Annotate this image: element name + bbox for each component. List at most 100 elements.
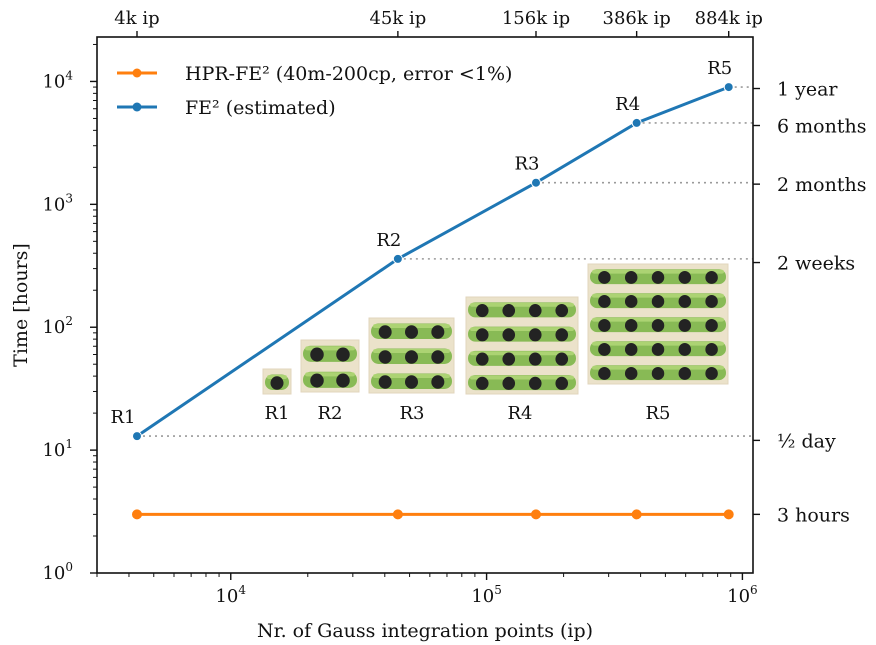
top-axis-label: 884k ip: [695, 8, 763, 29]
fiber-end: [651, 342, 665, 356]
rve-insets: R1 R2 R3 R4 R5: [262, 263, 729, 424]
fiber-end: [405, 350, 418, 364]
y-tick-label: 100: [42, 560, 73, 584]
fiber-end: [528, 352, 542, 366]
fiber-end: [705, 294, 718, 308]
legend-swatch-marker: [132, 68, 142, 78]
legend-label: HPR-FE² (40m-200cp, error <1%): [185, 63, 512, 85]
fiber-end: [475, 376, 489, 390]
rve-cell-stack: [300, 339, 360, 393]
fiber-end: [598, 318, 611, 332]
fiber-end: [475, 304, 489, 318]
data-point: [530, 509, 541, 520]
y-tick-label: 103: [42, 191, 73, 215]
data-point: [392, 509, 403, 520]
point-label: R1: [110, 407, 135, 428]
y-axis-label: Time [hours]: [10, 243, 32, 367]
top-axis-label: 45k ip: [369, 8, 426, 29]
fiber-end: [555, 352, 569, 366]
rve-cell-stack: [262, 368, 292, 395]
fiber-end: [431, 350, 445, 364]
fiber-end: [502, 352, 516, 366]
legend: HPR-FE² (40m-200cp, error <1%) FE² (estim…: [117, 63, 512, 119]
data-point: [631, 117, 642, 128]
plot-frame: [96, 36, 754, 574]
fiber-highlight: [470, 375, 574, 380]
right-axis-label: 6 months: [777, 116, 866, 138]
fiber-end: [475, 352, 489, 366]
y-tick-label: 104: [42, 68, 73, 92]
fiber-end: [528, 376, 542, 390]
fiber-highlight: [470, 327, 574, 331]
legend-label: FE² (estimated): [185, 97, 336, 119]
x-axis-label: Nr. of Gauss integration points (ip): [257, 620, 593, 642]
fiber-end: [624, 342, 638, 356]
fiber-end: [651, 366, 665, 380]
inset-label: R2: [317, 403, 342, 424]
fiber-end: [598, 294, 611, 308]
fiber-end: [310, 347, 324, 362]
fiber-end: [651, 294, 665, 308]
data-point: [392, 253, 403, 264]
inset-label: R4: [507, 403, 532, 424]
data-point: [723, 82, 734, 93]
data-point: [723, 509, 734, 520]
fiber-end: [624, 318, 638, 332]
fiber-end: [678, 318, 692, 332]
fiber-end: [502, 304, 516, 318]
fiber-end: [598, 342, 611, 356]
rve-cell-stack: [368, 317, 455, 394]
rve-cell-stack: [587, 263, 729, 385]
fiber-end: [378, 375, 392, 389]
right-axis-label: 2 months: [777, 174, 866, 196]
fiber-end: [502, 328, 516, 342]
fiber-end: [678, 342, 692, 356]
top-axis-label: 4k ip: [114, 8, 159, 29]
fiber-end: [651, 318, 665, 332]
guide-lines: [136, 86, 753, 437]
fiber-end: [678, 270, 692, 284]
fiber-end: [310, 373, 324, 388]
inset-label: R1: [264, 403, 289, 424]
fiber-end: [336, 373, 350, 388]
right-axis-label: 1 year: [777, 79, 838, 101]
fiber-end: [678, 294, 692, 308]
inset-label: R5: [645, 403, 670, 424]
fiber-end: [705, 270, 718, 284]
x-tick-label: 106: [727, 583, 758, 607]
fiber-end: [378, 350, 392, 364]
y-tick-label: 101: [42, 437, 73, 461]
x-tick-label: 104: [215, 583, 246, 607]
fiber-end: [502, 376, 516, 390]
top-axis-label: 156k ip: [502, 8, 570, 29]
fiber-end: [555, 376, 569, 390]
fiber-end: [624, 294, 638, 308]
fiber-end: [624, 270, 638, 284]
fiber-end: [378, 325, 392, 339]
fiber-end: [678, 366, 692, 380]
data-point: [631, 509, 642, 520]
fiber-end: [475, 328, 489, 342]
fiber-highlight: [470, 302, 574, 307]
fiber-highlight: [470, 351, 574, 356]
top-axis-label: 386k ip: [603, 8, 671, 29]
right-axis-label: ½ day: [777, 430, 836, 452]
fiber-end: [598, 270, 611, 284]
point-label: R3: [514, 154, 539, 175]
point-label: R4: [615, 94, 640, 115]
y-tick-label: 102: [42, 314, 73, 338]
fiber-end: [555, 304, 569, 318]
fiber-end: [336, 347, 350, 362]
point-label: R5: [707, 58, 732, 79]
right-axis-label: 3 hours: [777, 504, 850, 526]
point-label: R2: [376, 230, 401, 251]
fiber-end: [705, 342, 718, 356]
fiber-end: [598, 366, 611, 380]
axes: 104 105 106 100 101 102 103 104 Nr. of Gauss int…: [10, 8, 866, 642]
fiber-end: [651, 270, 665, 284]
data-point: [530, 177, 541, 188]
data-point: [131, 509, 142, 520]
fiber-end: [528, 304, 542, 318]
fiber-end: [431, 325, 445, 339]
